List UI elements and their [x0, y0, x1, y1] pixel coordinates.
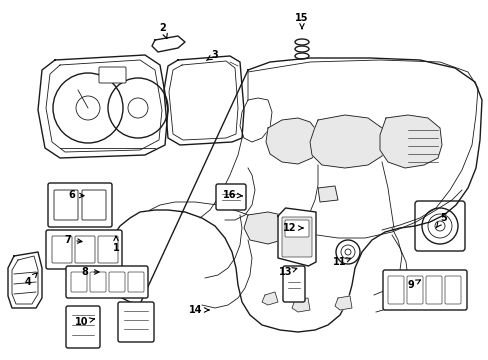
Text: 11: 11	[332, 257, 350, 267]
FancyBboxPatch shape	[99, 67, 126, 83]
FancyBboxPatch shape	[66, 266, 148, 298]
Polygon shape	[317, 186, 337, 202]
Polygon shape	[265, 118, 317, 164]
Polygon shape	[38, 55, 168, 158]
Polygon shape	[240, 98, 271, 142]
FancyBboxPatch shape	[46, 230, 122, 269]
FancyBboxPatch shape	[98, 236, 118, 263]
Text: 1: 1	[112, 236, 119, 253]
FancyBboxPatch shape	[90, 272, 106, 292]
Text: 7: 7	[64, 235, 82, 245]
FancyBboxPatch shape	[283, 266, 305, 302]
Text: 12: 12	[283, 223, 302, 233]
FancyBboxPatch shape	[66, 306, 100, 348]
Polygon shape	[262, 292, 278, 305]
FancyBboxPatch shape	[216, 184, 245, 210]
Text: 15: 15	[295, 13, 308, 29]
FancyBboxPatch shape	[282, 217, 311, 257]
Text: 3: 3	[206, 50, 218, 60]
Polygon shape	[244, 212, 285, 244]
Polygon shape	[291, 298, 309, 312]
FancyBboxPatch shape	[82, 190, 106, 220]
Polygon shape	[8, 252, 42, 308]
Text: 2: 2	[159, 23, 167, 39]
FancyBboxPatch shape	[444, 276, 460, 304]
FancyBboxPatch shape	[128, 272, 143, 292]
Polygon shape	[309, 115, 385, 168]
Text: 10: 10	[75, 317, 94, 327]
FancyBboxPatch shape	[109, 272, 125, 292]
Text: 8: 8	[81, 267, 99, 277]
FancyBboxPatch shape	[48, 183, 112, 227]
FancyBboxPatch shape	[406, 276, 422, 304]
Text: 14: 14	[189, 305, 208, 315]
FancyBboxPatch shape	[71, 272, 87, 292]
Polygon shape	[163, 56, 244, 145]
Text: 4: 4	[24, 273, 37, 287]
FancyBboxPatch shape	[387, 276, 403, 304]
FancyBboxPatch shape	[52, 236, 72, 263]
Polygon shape	[108, 58, 481, 332]
Text: 16: 16	[223, 190, 242, 200]
FancyBboxPatch shape	[425, 276, 441, 304]
FancyBboxPatch shape	[382, 270, 466, 310]
FancyBboxPatch shape	[285, 220, 308, 237]
Polygon shape	[278, 208, 315, 266]
Polygon shape	[334, 296, 351, 310]
Text: 9: 9	[407, 280, 420, 290]
Text: 5: 5	[435, 213, 447, 228]
Text: 6: 6	[68, 190, 84, 200]
Polygon shape	[379, 115, 441, 168]
FancyBboxPatch shape	[54, 190, 78, 220]
Text: 13: 13	[279, 267, 296, 277]
FancyBboxPatch shape	[75, 236, 95, 263]
Polygon shape	[152, 36, 184, 52]
FancyBboxPatch shape	[118, 302, 154, 342]
